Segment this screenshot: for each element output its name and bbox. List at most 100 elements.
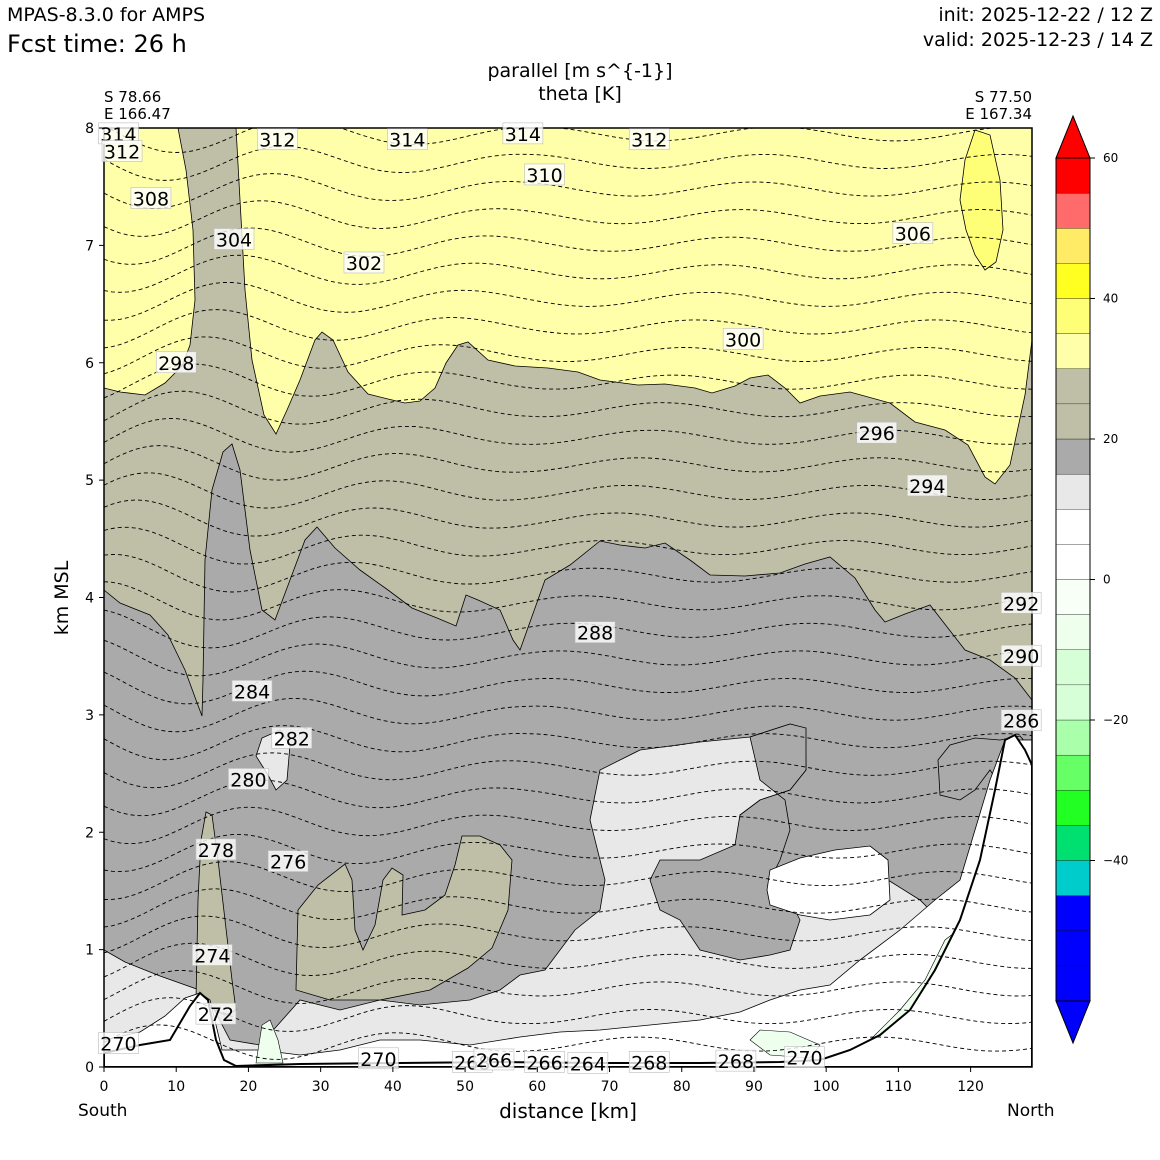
theta-label-text: 274 — [194, 945, 230, 967]
colorbar-segment — [1055, 298, 1091, 334]
end-lat: S 77.50 — [974, 88, 1032, 106]
theta-label-box — [101, 140, 143, 162]
colorbar-segment — [1055, 157, 1091, 194]
theta-label-box — [452, 1051, 493, 1073]
theta-label-box — [892, 222, 934, 244]
colorbar-segment — [1055, 263, 1091, 299]
y-tick-label: 4 — [85, 591, 94, 607]
theta-label-text: 270 — [786, 1048, 822, 1070]
theta-isentrope — [104, 254, 1032, 293]
y-tick-label: 5 — [85, 473, 94, 489]
theta-label: 294 — [906, 474, 948, 498]
theta-isentrope — [104, 806, 1032, 845]
theta-contours — [104, 128, 1032, 1060]
theta-label: 314 — [502, 122, 544, 146]
field-palegreen-b — [869, 929, 959, 1046]
x-tick-label: 30 — [312, 1079, 330, 1095]
theta-isentrope — [104, 915, 1032, 954]
y-tick-label: 0 — [85, 1060, 94, 1076]
theta-isentrope — [104, 227, 1032, 265]
theta-label: 312 — [257, 128, 298, 152]
theta-isentrope — [104, 363, 1032, 399]
theta-isentrope — [104, 173, 1032, 209]
theta-label-text: 268 — [718, 1051, 754, 1073]
theta-label-box — [1000, 644, 1042, 667]
theta-label: 312 — [628, 128, 670, 152]
theta-label: 280 — [228, 768, 269, 791]
theta-label: 274 — [192, 944, 233, 967]
theta-label-box — [1000, 709, 1042, 732]
colorbar-segment — [1055, 825, 1091, 861]
field-olive-column — [195, 811, 237, 1016]
theta-label-box — [358, 1047, 399, 1070]
theta-label-text: 304 — [216, 230, 252, 252]
field-lightgray-patch — [255, 729, 291, 791]
start-lat: S 78.66 — [104, 88, 162, 106]
theta-isentrope — [104, 418, 1032, 453]
theta-label: 276 — [267, 850, 309, 874]
y-tick-label: 3 — [85, 708, 94, 724]
x-tick-label: 60 — [528, 1079, 546, 1095]
colorbar-tick-label: 40 — [1103, 292, 1118, 306]
forecast-time: Fcst time: 26 h — [7, 30, 187, 58]
theta-label: 298 — [155, 351, 197, 375]
end-point-label: S 77.50 E 167.34 — [965, 89, 1032, 123]
theta-label-text: 268 — [631, 1052, 667, 1074]
theta-label-text: 300 — [725, 329, 761, 351]
theta-label-box — [502, 122, 544, 145]
theta-label-box — [628, 128, 670, 151]
theta-isentrope — [104, 997, 1032, 1032]
colorbar-tick-label: 60 — [1103, 151, 1118, 165]
theta-isentrope — [104, 554, 1032, 593]
y-tick-label: 8 — [85, 121, 94, 137]
x-tick-label: 10 — [167, 1079, 185, 1095]
theta-label-box — [387, 128, 428, 151]
theta-label-text: 296 — [859, 423, 895, 445]
start-lon: E 166.47 — [104, 105, 171, 123]
theta-label: 286 — [1000, 709, 1042, 733]
theta-label: 268 — [628, 1051, 670, 1074]
theta-label: 310 — [524, 163, 565, 187]
theta-isentrope — [104, 200, 1032, 237]
theta-isentrope — [104, 779, 1032, 817]
colorbar-segment — [1055, 509, 1091, 545]
theta-label-box — [195, 1002, 237, 1025]
theta-label-box — [628, 1051, 670, 1073]
colorbar-segment — [1055, 192, 1091, 229]
theta-label-box — [784, 1046, 825, 1068]
theta-label-box — [574, 621, 616, 644]
colorbar-segment — [1055, 719, 1091, 756]
colorbar-tick-label: 20 — [1103, 432, 1118, 446]
theta-label-text: 298 — [158, 353, 194, 375]
colorbar-segment — [1055, 649, 1091, 686]
theta-label-box — [473, 1048, 515, 1071]
terrain — [104, 733, 1032, 1067]
x-tick-label: 20 — [240, 1079, 258, 1095]
theta-isentrope — [104, 942, 1032, 978]
theta-isentrope — [104, 581, 1032, 621]
theta-label-box — [271, 727, 313, 749]
theta-label-box — [567, 1052, 609, 1074]
theta-label-box — [906, 474, 948, 497]
colorbar-under-triangle — [1055, 1000, 1091, 1045]
field-palegreen-a — [255, 1019, 284, 1064]
field-olive-region — [104, 128, 1032, 1067]
x-tick-label: 40 — [384, 1079, 402, 1095]
field-white-surface — [104, 739, 1032, 1067]
theta-label: 308 — [130, 187, 172, 210]
x-tick-label: 90 — [745, 1079, 763, 1095]
colorbar-segment — [1055, 754, 1091, 791]
colorbar-segment — [1055, 684, 1091, 721]
field-yellow-blob — [959, 129, 1004, 271]
theta-label: 302 — [343, 251, 385, 275]
y-tick-label: 2 — [85, 825, 94, 841]
theta-label-box — [1000, 592, 1042, 614]
theta-label-box — [98, 1032, 139, 1054]
theta-label-box — [231, 680, 273, 702]
theta-label: 272 — [195, 1002, 237, 1026]
theta-label-box — [856, 421, 898, 444]
theta-isentrope — [104, 752, 1032, 789]
theta-label-box — [267, 850, 309, 872]
colorbar-segment — [1055, 860, 1091, 896]
